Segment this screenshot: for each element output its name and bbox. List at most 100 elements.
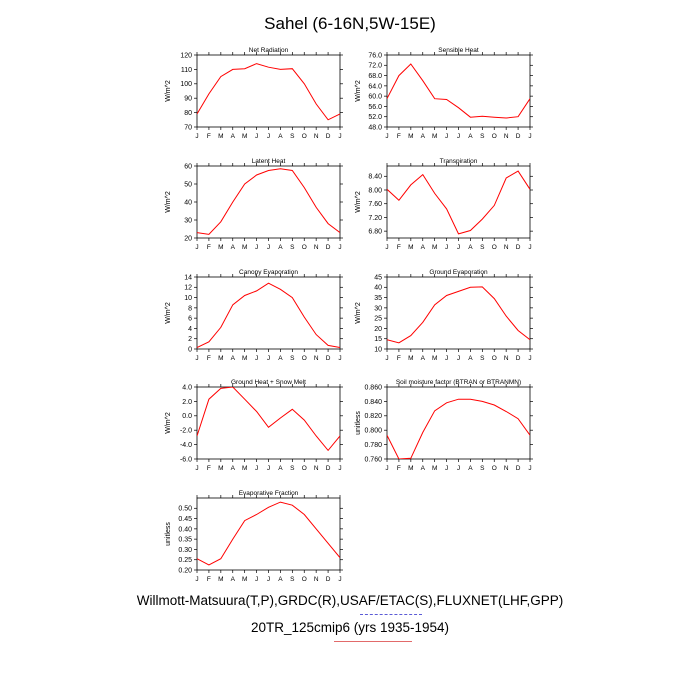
x-tick-label: J — [267, 244, 270, 251]
x-tick-label: J — [528, 355, 531, 362]
x-tick-label: A — [278, 576, 283, 583]
x-tick-label: J — [195, 355, 198, 362]
chart-panel-9: Evaporative Fraction 0.20 0.25 0.30 0.35 0.40… — [165, 490, 343, 583]
x-tick-label: J — [255, 465, 258, 472]
y-axis-label: unitless — [355, 411, 362, 435]
x-tick-label: J — [195, 133, 198, 140]
x-tick-label: A — [278, 244, 283, 251]
x-tick-label: J — [338, 576, 341, 583]
y-tick-label: 8.00 — [368, 187, 382, 194]
x-tick-label: J — [255, 133, 258, 140]
y-tick-label: -2.0 — [180, 428, 192, 435]
y-tick-label: 45 — [374, 274, 382, 281]
x-tick-label: A — [231, 465, 236, 472]
x-tick-label: O — [302, 133, 307, 140]
panel-title: Ground Evaporation — [429, 269, 488, 276]
series-line — [387, 398, 530, 459]
x-tick-label: M — [242, 244, 247, 251]
y-tick-label: 0.45 — [178, 516, 192, 523]
x-tick-label: D — [326, 355, 331, 362]
plot-frame — [386, 386, 531, 460]
y-tick-label: 2 — [188, 336, 192, 343]
y-tick-label: 64.0 — [368, 83, 382, 90]
x-tick-label: M — [242, 133, 247, 140]
chart-panel-2: Sensible Heat 48.0 52.0 56.0 60.0 64.0 68.0 72.… — [355, 47, 533, 140]
x-tick-label: J — [385, 355, 388, 362]
x-tick-label: S — [290, 576, 295, 583]
x-tick-label: M — [218, 576, 223, 583]
x-tick-label: D — [516, 244, 521, 251]
x-tick-label: M — [218, 355, 223, 362]
x-tick-label: F — [207, 244, 211, 251]
x-tick-label: M — [408, 465, 413, 472]
caption-case: 20TR_125cmip6 (yrs 1935-1954) — [250, 620, 450, 635]
x-tick-label: J — [255, 576, 258, 583]
x-tick-label: J — [338, 133, 341, 140]
x-tick-label: J — [338, 244, 341, 251]
x-tick-label: D — [326, 133, 331, 140]
x-tick-label: J — [267, 355, 270, 362]
plot-frame — [196, 386, 341, 460]
y-axis-label: W/m^2 — [165, 302, 172, 324]
y-tick-label: 40 — [184, 199, 192, 206]
x-tick-label: J — [445, 355, 448, 362]
x-tick-label: A — [468, 465, 473, 472]
y-tick-label: 100 — [180, 81, 192, 88]
y-tick-label: 60.0 — [368, 94, 382, 101]
x-tick-label: J — [445, 465, 448, 472]
panel-title: Soil moisture factor (BTRAN or BTRANMN) — [396, 379, 521, 386]
x-tick-label: J — [385, 465, 388, 472]
x-tick-label: O — [302, 244, 307, 251]
x-tick-label: F — [207, 465, 211, 472]
x-tick-label: J — [195, 576, 198, 583]
y-tick-label: 76.0 — [368, 52, 382, 59]
x-tick-label: D — [326, 465, 331, 472]
x-tick-label: A — [421, 133, 426, 140]
x-tick-label: A — [421, 465, 426, 472]
y-tick-label: 48.0 — [368, 124, 382, 131]
y-tick-label: 0 — [188, 346, 192, 353]
series-line — [387, 63, 530, 119]
caption-underline-solid — [334, 641, 412, 642]
y-tick-label: -4.0 — [180, 442, 192, 449]
y-tick-label: 60 — [184, 163, 192, 170]
series-line — [197, 168, 340, 235]
x-tick-label: F — [397, 133, 401, 140]
panel-title: Ground Heat + Snow Melt — [231, 379, 306, 386]
y-tick-label: 4 — [188, 326, 192, 333]
x-tick-label: M — [432, 355, 437, 362]
y-tick-label: -6.0 — [180, 456, 192, 463]
panel-title: Transpiration — [440, 158, 478, 165]
x-tick-label: S — [480, 465, 485, 472]
x-tick-label: S — [290, 133, 295, 140]
y-axis-label: W/m^2 — [355, 191, 362, 213]
x-tick-label: N — [314, 576, 319, 583]
plot-frame — [196, 497, 341, 571]
x-tick-label: N — [504, 465, 509, 472]
y-tick-label: 70 — [184, 124, 192, 131]
chart-panel-4: Transpiration 6.80 7.20 7.60 8.00 8.40 W/m^2 J F… — [355, 158, 533, 251]
x-tick-label: J — [528, 133, 531, 140]
y-tick-label: 15 — [374, 336, 382, 343]
panel-title: Sensible Heat — [438, 47, 479, 54]
x-tick-label: F — [397, 355, 401, 362]
x-tick-label: A — [468, 133, 473, 140]
x-tick-label: A — [468, 355, 473, 362]
x-tick-label: S — [480, 355, 485, 362]
series-line — [197, 282, 340, 348]
x-tick-label: S — [290, 465, 295, 472]
series-line — [197, 63, 340, 121]
y-tick-label: 14 — [184, 274, 192, 281]
x-tick-label: A — [231, 244, 236, 251]
x-tick-label: O — [302, 355, 307, 362]
x-tick-label: J — [385, 133, 388, 140]
x-tick-label: D — [516, 465, 521, 472]
y-tick-label: 2.0 — [182, 399, 192, 406]
plot-frame — [196, 276, 341, 350]
x-tick-label: F — [207, 133, 211, 140]
x-tick-label: A — [468, 244, 473, 251]
series-line — [197, 501, 340, 566]
y-tick-label: 6.80 — [368, 229, 382, 236]
